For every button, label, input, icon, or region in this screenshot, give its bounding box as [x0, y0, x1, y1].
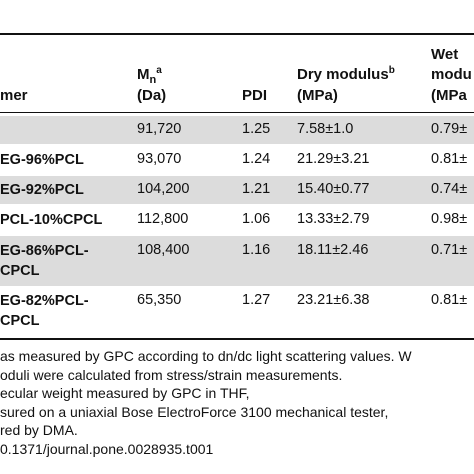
table-row: EG-86%PCL- CPCL 108,400 1.16 18.11±2.46 …: [0, 236, 474, 286]
mn-value: 112,800: [137, 211, 189, 227]
header-dry-modulus: Dry modulusb: [297, 65, 395, 84]
table-top-rule: [0, 33, 474, 35]
pdi-value: 1.16: [242, 242, 271, 258]
table-header-rule: [0, 112, 474, 113]
mn-value: 65,350: [137, 292, 182, 308]
table-row: 91,720 1.25 7.58±1.0 0.79±: [0, 116, 474, 144]
footnote-line: red by DMA.: [0, 422, 78, 438]
dry-modulus-value: 23.21±6.38: [297, 292, 370, 308]
wet-modulus-value: 0.98±: [431, 211, 468, 227]
footnotes: as measured by GPC according to dn/dc li…: [0, 347, 412, 458]
wet-modulus-value: 0.81±: [431, 151, 468, 167]
header-wet-unit: (MPa: [431, 87, 467, 104]
dry-modulus-value: 21.29±3.21: [297, 151, 370, 167]
footnote-line: sured on a uniaxial Bose ElectroForce 31…: [0, 403, 389, 420]
pdi-value: 1.06: [242, 211, 271, 227]
footnote-line: as measured by GPC according to dn/dc li…: [0, 348, 412, 364]
header-polymer: mer: [0, 87, 28, 104]
table-row: PCL-10%CPCL 112,800 1.06 13.33±2.79 0.98…: [0, 206, 474, 234]
table-row: EG-96%PCL 93,070 1.24 21.29±3.21 0.81±: [0, 146, 474, 174]
header-pdi: PDI: [242, 87, 268, 104]
wet-modulus-value: 0.81±: [431, 292, 468, 308]
header-wet-modulus: modu: [431, 66, 472, 83]
polymer-name-cont: CPCL: [0, 313, 40, 329]
dry-modulus-value: 7.58±1.0: [297, 121, 354, 137]
mn-value: 91,720: [137, 121, 182, 137]
mn-value: 104,200: [137, 181, 190, 197]
wet-modulus-value: 0.74±: [431, 181, 468, 197]
header-wet: Wet: [431, 46, 459, 63]
header-mn-unit: (Da): [137, 87, 167, 104]
polymer-name: EG-96%PCL: [0, 152, 84, 168]
polymer-name: EG-82%PCL-: [0, 293, 89, 309]
pdi-value: 1.25: [242, 121, 271, 137]
table-bottom-rule: [0, 338, 474, 340]
dry-modulus-value: 15.40±0.77: [297, 181, 370, 197]
header-mn: Mna: [137, 65, 162, 87]
polymer-name-cont: CPCL: [0, 263, 40, 279]
pdi-value: 1.24: [242, 151, 271, 167]
polymer-name: PCL-10%CPCL: [0, 212, 103, 228]
footnote-line: ecular weight measured by GPC in THF,: [0, 385, 250, 401]
wet-modulus-value: 0.79±: [431, 121, 468, 137]
wet-modulus-value: 0.71±: [431, 242, 468, 258]
dry-modulus-value: 13.33±2.79: [297, 211, 370, 227]
footnote-line: oduli were calculated from stress/strain…: [0, 366, 343, 383]
mn-value: 93,070: [137, 151, 182, 167]
table-row: EG-92%PCL 104,200 1.21 15.40±0.77 0.74±: [0, 176, 474, 204]
dry-modulus-value: 18.11±2.46: [297, 242, 369, 258]
mn-value: 108,400: [137, 242, 190, 258]
pdi-value: 1.21: [242, 181, 271, 197]
header-dry-unit: (MPa): [297, 87, 338, 104]
table-row: EG-82%PCL- CPCL 65,350 1.27 23.21±6.38 0…: [0, 288, 474, 336]
polymer-name: EG-92%PCL: [0, 182, 84, 198]
doi-line: 0.1371/journal.pone.0028935.t001: [0, 440, 214, 457]
polymer-name: EG-86%PCL-: [0, 243, 89, 259]
pdi-value: 1.27: [242, 292, 271, 308]
